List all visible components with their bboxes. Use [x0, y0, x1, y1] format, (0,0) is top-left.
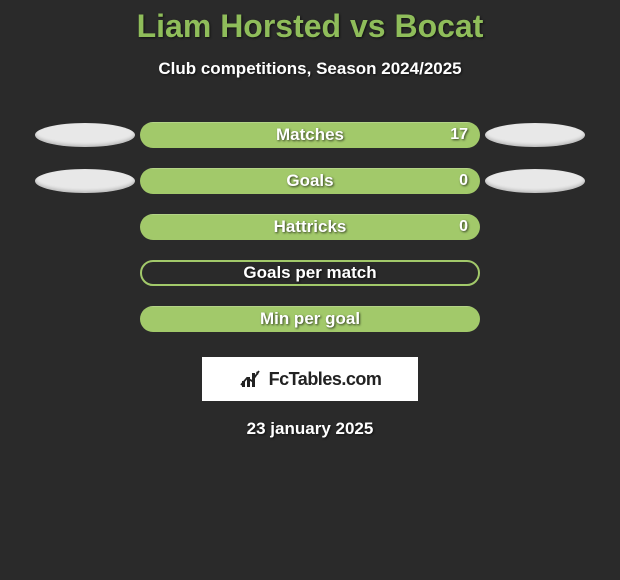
date-label: 23 january 2025: [0, 419, 620, 439]
left-cell: [30, 169, 140, 193]
player-left-marker: [35, 169, 135, 193]
stat-value: 0: [459, 168, 468, 194]
right-cell: [480, 123, 590, 147]
stat-bar: Hattricks0: [140, 214, 480, 240]
stat-value: 17: [450, 122, 468, 148]
stat-bar: Goals per match: [140, 260, 480, 286]
stat-value: 0: [459, 214, 468, 240]
stat-label: Goals per match: [142, 262, 478, 284]
chart-icon: [239, 367, 263, 391]
stat-row: Hattricks0: [0, 211, 620, 243]
logo-box[interactable]: FcTables.com: [202, 357, 418, 401]
comparison-widget: Liam Horsted vs Bocat Club competitions,…: [0, 0, 620, 439]
stat-label: Hattricks: [140, 214, 480, 240]
subtitle: Club competitions, Season 2024/2025: [0, 59, 620, 79]
page-title: Liam Horsted vs Bocat: [0, 8, 620, 45]
stat-label: Goals: [140, 168, 480, 194]
player-right-marker: [485, 169, 585, 193]
stat-bar: Matches17: [140, 122, 480, 148]
left-cell: [30, 123, 140, 147]
stats-area: Matches17Goals0Hattricks0Goals per match…: [0, 119, 620, 335]
right-cell: [480, 169, 590, 193]
player-right-marker: [485, 123, 585, 147]
stat-bar: Min per goal: [140, 306, 480, 332]
stat-row: Goals0: [0, 165, 620, 197]
stat-label: Min per goal: [140, 306, 480, 332]
logo-text: FcTables.com: [269, 369, 382, 390]
player-left-marker: [35, 123, 135, 147]
stat-row: Goals per match: [0, 257, 620, 289]
stat-row: Min per goal: [0, 303, 620, 335]
stat-label: Matches: [140, 122, 480, 148]
stat-row: Matches17: [0, 119, 620, 151]
stat-bar: Goals0: [140, 168, 480, 194]
